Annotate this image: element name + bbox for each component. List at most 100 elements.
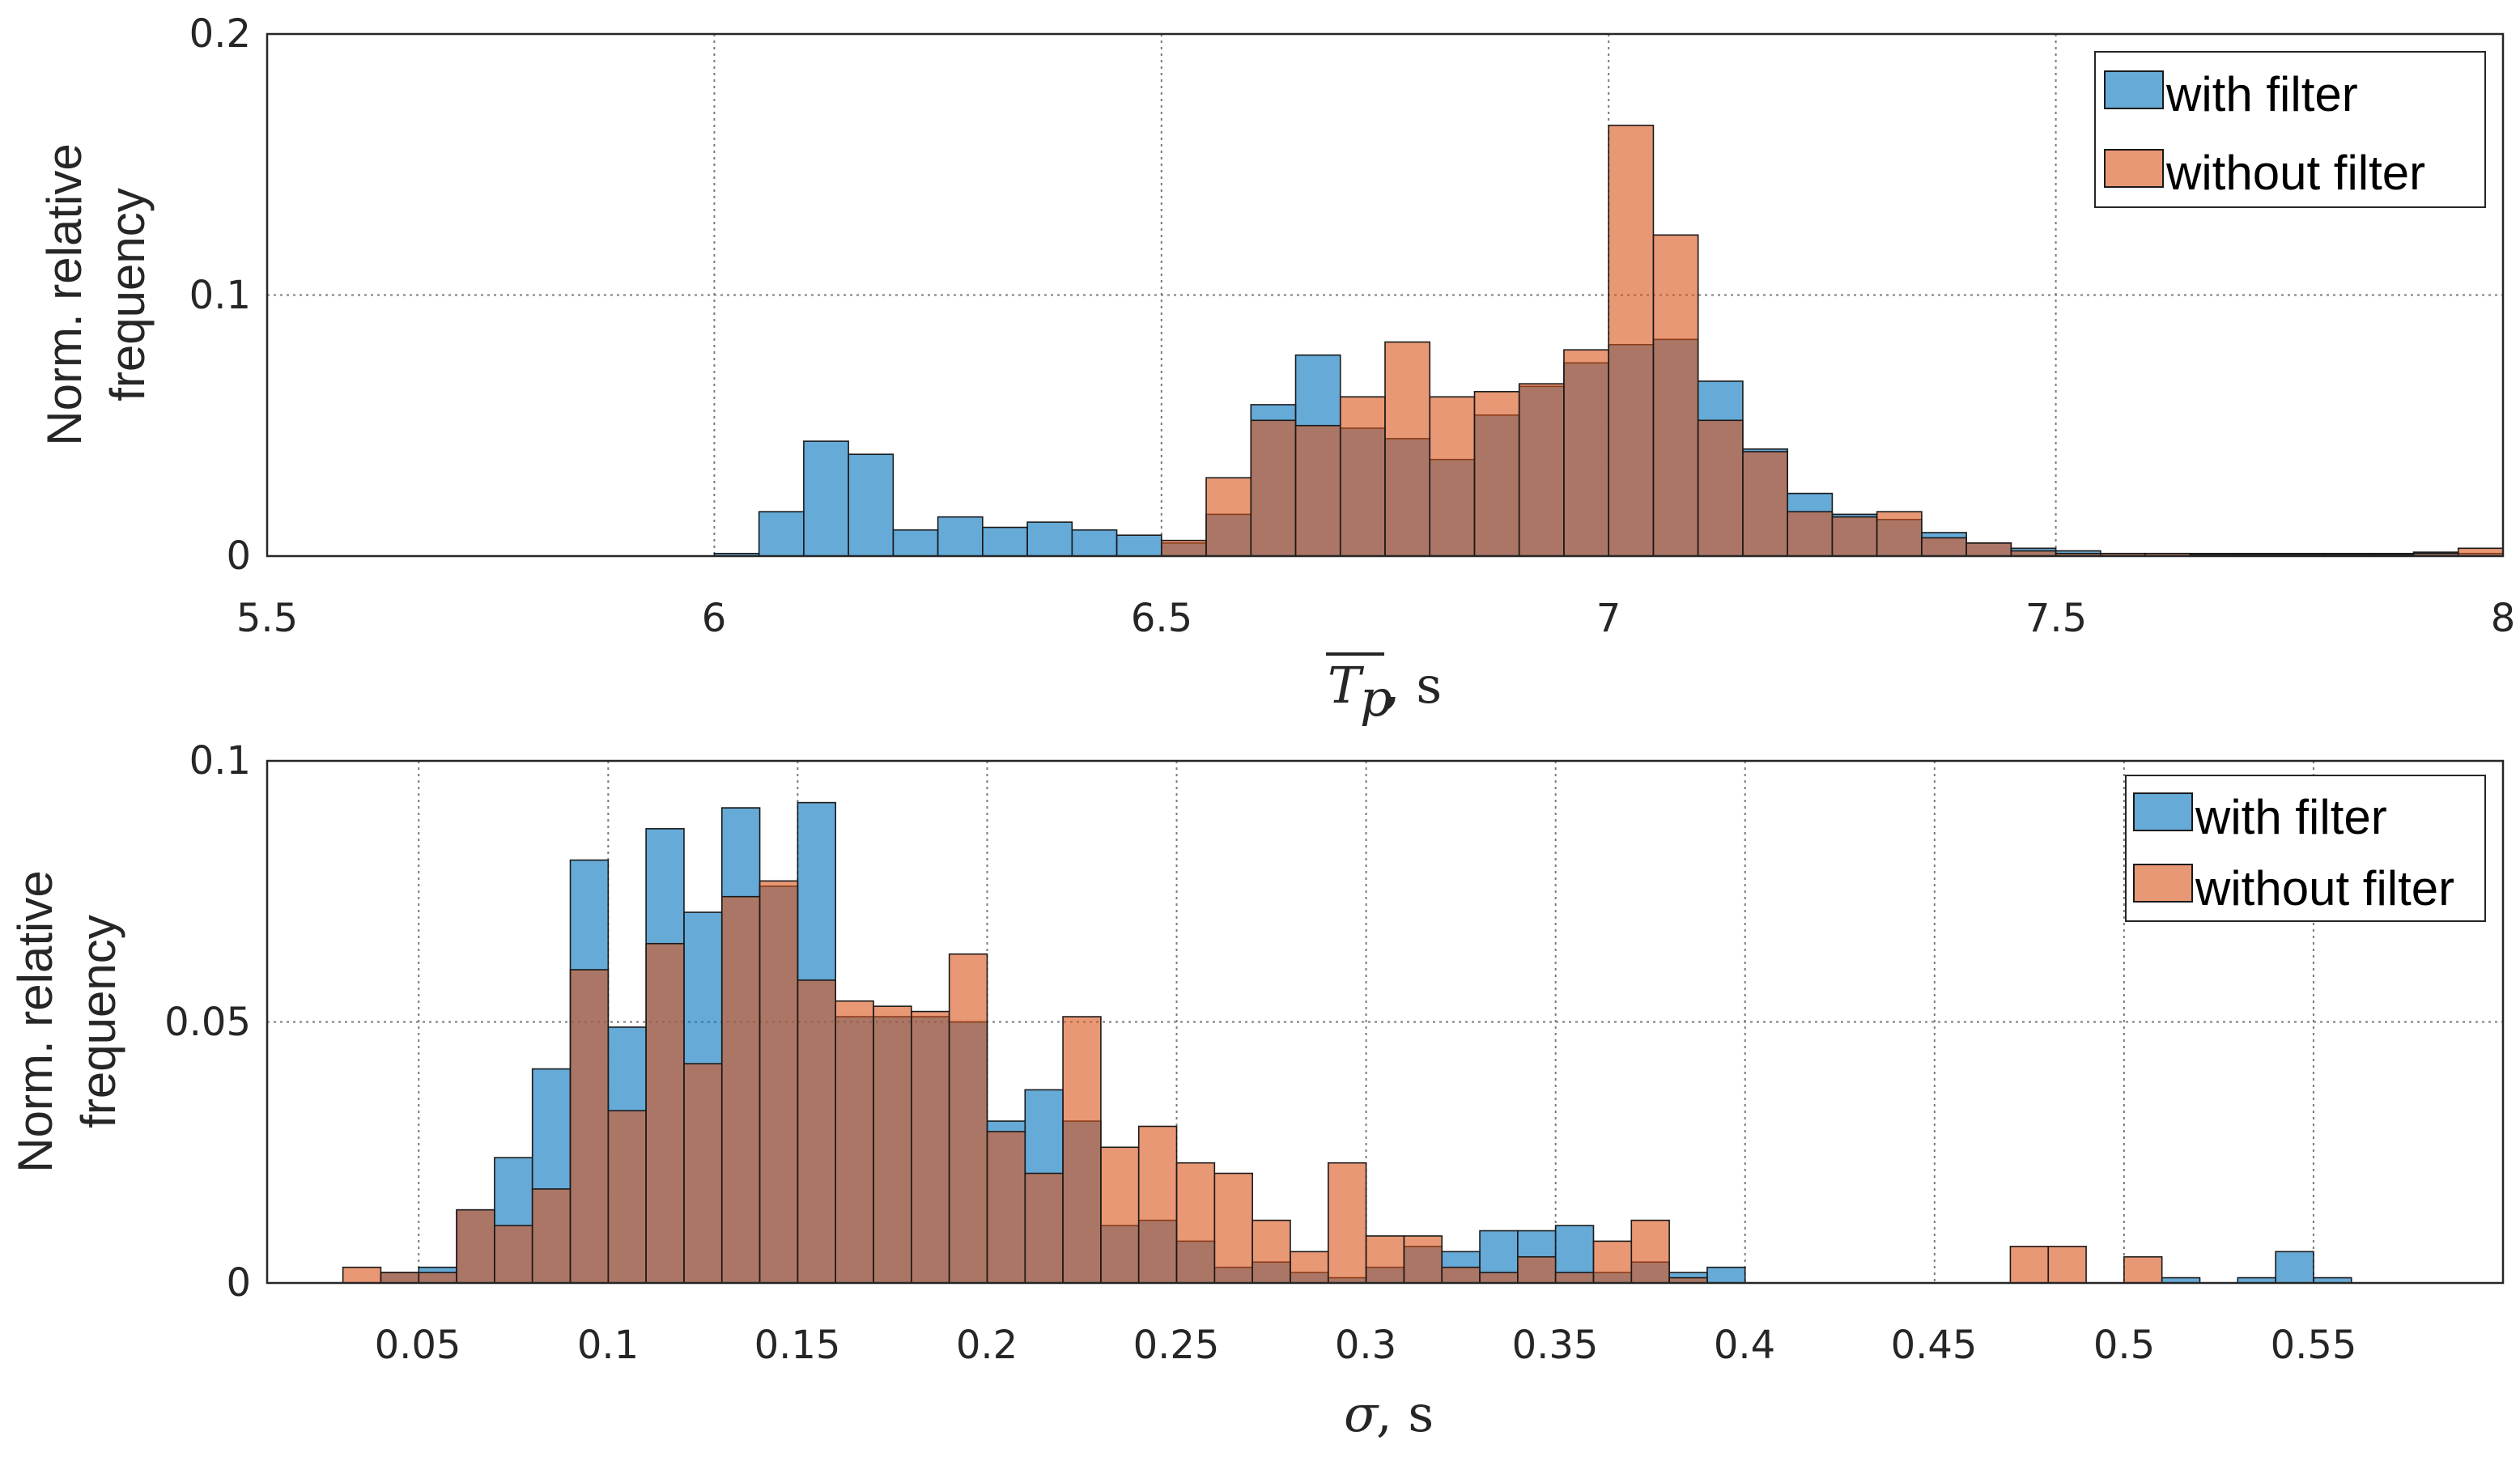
bottom-bar-without-filter bbox=[1062, 1016, 1102, 1284]
top-xlabel-unit: , s bbox=[1384, 656, 1442, 715]
top-histogram-panel: 0.2 0.1 0 5.5 6 6.5 7 7.5 8 Norm. relati… bbox=[37, 11, 2515, 728]
top-bar-without-filter bbox=[1384, 341, 1431, 557]
bottom-bar-with-filter bbox=[2275, 1251, 2314, 1284]
top-bar-without-filter bbox=[1787, 511, 1834, 557]
bottom-xlabel-unit: , s bbox=[1376, 1384, 1434, 1443]
top-legend-swatch-with-filter bbox=[2104, 70, 2164, 109]
bottom-legend-label-without-filter: without filter bbox=[2195, 861, 2454, 915]
top-ylabel-line2: frequency bbox=[100, 188, 155, 401]
bottom-bar-without-filter bbox=[1024, 1172, 1064, 1284]
top-bar-without-filter bbox=[1161, 539, 1207, 557]
top-ytick-label: 0 bbox=[226, 533, 251, 579]
top-ytick-label: 0.2 bbox=[189, 11, 251, 57]
top-bar-without-filter bbox=[1563, 349, 1609, 557]
top-xlabel: T p , s bbox=[1326, 652, 1442, 728]
bottom-bar-without-filter bbox=[1100, 1146, 1140, 1284]
bottom-bar-without-filter bbox=[873, 1005, 912, 1284]
bottom-bar-without-filter bbox=[380, 1272, 420, 1284]
bottom-xtick-label: 0.1 bbox=[577, 1323, 639, 1368]
top-bar-without-filter bbox=[1742, 451, 1788, 557]
top-bar-with-filter bbox=[848, 453, 895, 557]
top-bar-without-filter bbox=[1294, 424, 1341, 557]
bottom-ytick-label: 0.05 bbox=[164, 1000, 251, 1045]
top-bar-without-filter bbox=[2457, 547, 2504, 557]
bottom-legend-swatch-with-filter bbox=[2133, 792, 2193, 831]
top-bar-with-filter bbox=[1071, 529, 1118, 557]
top-legend-label-without-filter: without filter bbox=[2165, 146, 2425, 200]
bottom-bar-without-filter bbox=[418, 1272, 457, 1284]
top-xtick-label: 8 bbox=[2491, 596, 2516, 641]
top-bar-without-filter bbox=[1608, 125, 1655, 557]
bottom-xtick-label: 0.3 bbox=[1335, 1323, 1396, 1368]
top-bar-with-filter bbox=[937, 516, 984, 557]
top-axes-box bbox=[266, 32, 2505, 558]
top-bar-with-filter bbox=[803, 440, 849, 557]
bottom-bar-without-filter bbox=[1592, 1240, 1633, 1284]
bottom-bar-without-filter bbox=[342, 1266, 382, 1284]
bottom-bar-without-filter bbox=[683, 1063, 723, 1284]
bottom-bar-without-filter bbox=[494, 1225, 533, 1284]
bottom-ylabel-line1: Norm. relative bbox=[8, 870, 62, 1172]
top-bar-without-filter bbox=[1831, 516, 1878, 557]
top-bar-without-filter bbox=[1652, 234, 1699, 557]
bottom-bar-without-filter bbox=[1403, 1235, 1443, 1284]
top-xtick-label: 5.5 bbox=[236, 596, 298, 641]
bottom-bar-without-filter bbox=[1554, 1272, 1595, 1284]
bottom-bar-without-filter bbox=[835, 1000, 874, 1284]
bottom-xtick-label: 0.15 bbox=[754, 1323, 841, 1368]
top-bar-without-filter bbox=[1250, 419, 1297, 557]
top-bar-with-filter bbox=[982, 526, 1028, 557]
bottom-legend: with filter without filter bbox=[2125, 775, 2486, 922]
bottom-bar-without-filter bbox=[948, 953, 988, 1284]
bottom-bar-without-filter bbox=[1290, 1251, 1329, 1284]
bottom-bar-without-filter bbox=[1137, 1125, 1178, 1284]
bottom-xtick-label: 0.2 bbox=[956, 1323, 1018, 1368]
top-bar-without-filter bbox=[1473, 391, 1520, 557]
bottom-axes-box bbox=[266, 759, 2505, 1285]
bottom-bar-without-filter bbox=[607, 1110, 647, 1284]
top-bar-with-filter bbox=[1116, 534, 1162, 557]
bottom-bar-without-filter bbox=[1213, 1172, 1253, 1284]
top-bar-without-filter bbox=[1339, 396, 1386, 557]
bottom-bar-without-filter bbox=[2047, 1246, 2087, 1284]
top-bar-without-filter bbox=[1205, 477, 1252, 557]
top-xtick-label: 7 bbox=[1596, 596, 1621, 641]
top-bar-with-filter bbox=[758, 511, 805, 557]
bottom-ylabel-line2: frequency bbox=[71, 915, 125, 1128]
bottom-bar-without-filter bbox=[569, 969, 610, 1284]
bottom-bar-without-filter bbox=[1441, 1266, 1481, 1284]
top-ytick-label: 0.1 bbox=[189, 273, 251, 318]
bottom-bar-without-filter bbox=[797, 979, 837, 1284]
bottom-histogram-panel: 0.1 0.05 0 0.05 0.1 0.15 0.2 0.25 0.3 0.… bbox=[8, 738, 2505, 1443]
top-bar-with-filter bbox=[1026, 521, 1073, 557]
bottom-legend-label-with-filter: with filter bbox=[2195, 790, 2387, 844]
top-bar-with-filter bbox=[892, 529, 939, 557]
bottom-xtick-label: 0.5 bbox=[2093, 1323, 2155, 1368]
bottom-xtick-label: 0.45 bbox=[1891, 1323, 1978, 1368]
top-bar-without-filter bbox=[1429, 396, 1476, 557]
bottom-bar-without-filter bbox=[1327, 1162, 1367, 1284]
top-xtick-label: 6 bbox=[702, 596, 727, 641]
bottom-bar-with-filter bbox=[1706, 1266, 1746, 1284]
bottom-bar-without-filter bbox=[1517, 1255, 1557, 1284]
top-bars bbox=[713, 125, 2504, 557]
bottom-bar-without-filter bbox=[2123, 1255, 2163, 1284]
bottom-xlabel: σ , s bbox=[1344, 1384, 1434, 1443]
top-bar-without-filter bbox=[1921, 537, 1967, 557]
bottom-xtick-label: 0.55 bbox=[2271, 1323, 2357, 1368]
bottom-xtick-label: 0.05 bbox=[375, 1323, 461, 1368]
top-xlabel-subscript: p bbox=[1360, 669, 1392, 728]
bottom-ytick-label: 0 bbox=[226, 1260, 251, 1306]
top-legend: with filter without filter bbox=[2094, 51, 2486, 208]
bottom-bar-without-filter bbox=[645, 942, 685, 1284]
top-xlabel-symbol: T bbox=[1328, 656, 1365, 715]
bottom-legend-swatch-without-filter bbox=[2133, 864, 2193, 903]
bottom-bar-without-filter bbox=[456, 1209, 495, 1284]
bottom-ytick-label: 0.1 bbox=[189, 738, 251, 784]
bottom-xlabel-symbol: σ bbox=[1344, 1384, 1379, 1443]
top-bar-without-filter bbox=[1876, 511, 1923, 557]
bottom-bar-without-filter bbox=[2009, 1246, 2050, 1284]
bottom-bar-without-filter bbox=[1630, 1219, 1670, 1284]
bottom-bar-without-filter bbox=[1252, 1219, 1291, 1284]
